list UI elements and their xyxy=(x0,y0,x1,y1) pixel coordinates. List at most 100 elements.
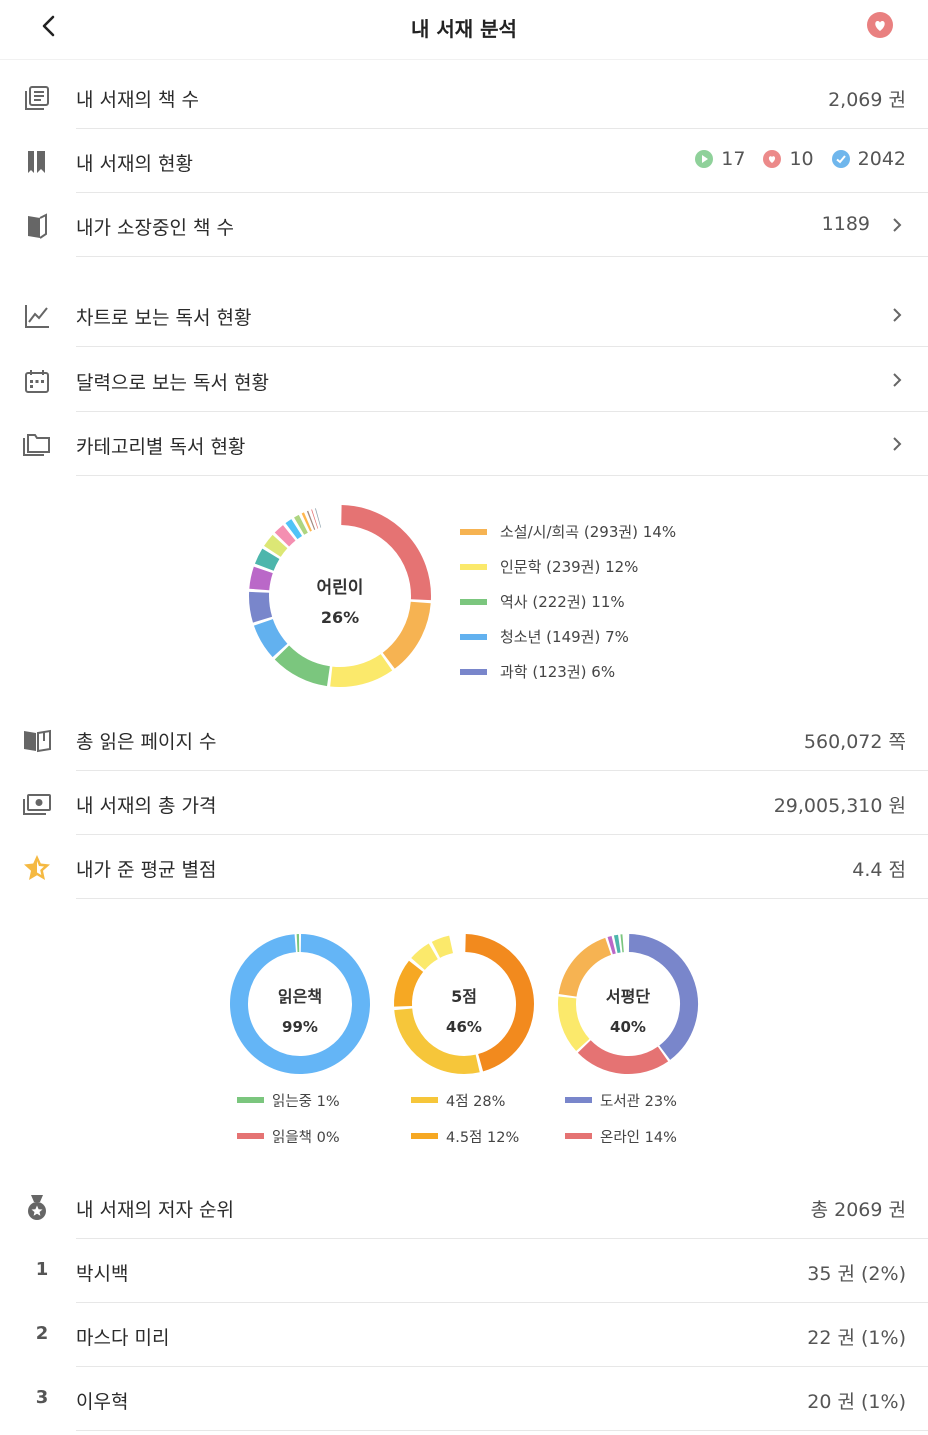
page-title: 내 서재 분석 xyxy=(411,17,517,41)
library-status-row: 내 서재의 현황 17 10 2042 xyxy=(0,129,928,193)
donut-segment xyxy=(577,1039,669,1074)
donut-segment xyxy=(230,934,370,1074)
calendar-view-row[interactable]: 달력으로 보는 독서 현황 xyxy=(0,348,928,412)
chevron-right-icon xyxy=(893,218,902,232)
average-rating-row: 내가 준 평균 별점 4.4 점 xyxy=(0,835,928,899)
donut-segment xyxy=(285,519,303,540)
done-count: 2042 xyxy=(857,148,906,170)
donut-segment xyxy=(294,514,308,535)
legend-item: 읽을책 0% xyxy=(237,1118,340,1154)
owned-books-row[interactable]: 내가 소장중인 책 수 1189 xyxy=(0,193,928,257)
donut-segment xyxy=(607,935,616,955)
author-name: 마스다 미리 xyxy=(76,1327,170,1349)
source-donut-center: 서평단 40% xyxy=(578,983,678,1036)
category-view-label: 카테고리별 독서 현황 xyxy=(76,436,246,458)
divider xyxy=(76,1430,928,1431)
legend-item: 읽는중 1% xyxy=(237,1082,340,1118)
reading-legend: 읽는중 1% 읽을책 0% xyxy=(237,1082,340,1154)
legend-label: 4점 28% xyxy=(446,1093,506,1110)
legend-swatch xyxy=(460,563,487,570)
category-legend: 소설/시/희곡 (293권) 14% 인문학 (239권) 12% 역사 (22… xyxy=(460,514,676,689)
book-count-label: 내 서재의 책 수 xyxy=(76,89,199,111)
legend-label: 소설/시/희곡 (293권) 14% xyxy=(500,523,677,541)
divider xyxy=(76,192,928,193)
owned-books-label: 내가 소장중인 책 수 xyxy=(76,217,234,239)
total-price-label: 내 서재의 총 가격 xyxy=(76,795,217,817)
library-status-label: 내 서재의 현황 xyxy=(76,153,193,175)
legend-swatch xyxy=(565,1097,592,1103)
author-count: 22 권 (1%) xyxy=(807,1327,906,1349)
star-icon xyxy=(22,853,52,883)
category-center-pct: 26% xyxy=(320,608,360,627)
legend-label: 온라인 14% xyxy=(600,1129,677,1146)
book-count-row: 내 서재의 책 수 2,069 권 xyxy=(0,65,928,129)
category-center-label: 어린이 xyxy=(316,578,364,598)
donut-segment xyxy=(394,960,424,1007)
donut-segment xyxy=(558,996,590,1052)
legend-swatch xyxy=(237,1097,264,1103)
legend-swatch xyxy=(565,1133,592,1139)
category-donut-chart xyxy=(249,505,431,687)
divider xyxy=(76,834,928,835)
wish-count: 10 xyxy=(789,148,814,170)
donut-segment xyxy=(249,591,273,623)
legend-label: 청소년 (149권) 7% xyxy=(500,628,629,646)
donut-segment xyxy=(340,505,431,601)
legend-item: 과학 (123권) 6% xyxy=(460,654,676,689)
legend-item: 4.5점 12% xyxy=(411,1118,519,1154)
rating-donut-center: 5점 46% xyxy=(414,983,514,1036)
author-name: 박시백 xyxy=(76,1263,129,1285)
back-arrow-icon[interactable] xyxy=(34,10,66,42)
author-row[interactable]: 2 마스다 미리 22 권 (1%) xyxy=(0,1303,928,1367)
author-row[interactable]: 3 이우혁 20 권 (1%) xyxy=(0,1367,928,1431)
medal-icon xyxy=(22,1193,52,1223)
library-icon xyxy=(22,83,52,113)
check-icon xyxy=(831,150,850,168)
author-rank: 1 xyxy=(35,1259,49,1280)
legend-swatch xyxy=(460,598,487,605)
author-ranking-row: 내 서재의 저자 순위 총 2069 권 xyxy=(0,1175,928,1239)
legend-item: 역사 (222권) 11% xyxy=(460,584,676,619)
app-header: 내 서재 분석 xyxy=(0,0,928,60)
donut-segment xyxy=(452,934,463,953)
donut-segment xyxy=(382,601,431,669)
donut-center-pct: 40% xyxy=(610,1018,646,1036)
donut-segment xyxy=(613,934,621,954)
divider xyxy=(76,475,928,476)
donut-segment xyxy=(249,566,273,591)
book-icon xyxy=(22,211,52,241)
folders-icon xyxy=(22,430,52,460)
author-count: 35 권 (2%) xyxy=(807,1263,906,1285)
donut-center-label: 서평단 xyxy=(605,987,651,1006)
chart-view-label: 차트로 보는 독서 현황 xyxy=(76,307,252,329)
divider xyxy=(76,1302,928,1303)
book-count-value: 2,069 권 xyxy=(828,89,906,111)
legend-item: 청소년 (149권) 7% xyxy=(460,619,676,654)
divider xyxy=(76,1366,928,1367)
divider xyxy=(76,1238,928,1239)
money-icon xyxy=(22,789,52,819)
average-rating-value: 4.4 점 xyxy=(852,859,906,881)
legend-swatch xyxy=(460,668,487,675)
legend-item: 소설/시/희곡 (293권) 14% xyxy=(460,514,676,549)
legend-label: 읽는중 1% xyxy=(272,1093,340,1110)
donut-segment xyxy=(254,548,280,571)
pages-read-row: 총 읽은 페이지 수 560,072 쪽 xyxy=(0,707,928,771)
chart-view-row[interactable]: 차트로 보는 독서 현황 xyxy=(0,283,928,347)
divider xyxy=(76,898,928,899)
line-chart-icon xyxy=(22,301,52,331)
chevron-right-icon xyxy=(893,373,902,387)
legend-swatch xyxy=(411,1133,438,1139)
legend-item: 온라인 14% xyxy=(565,1118,677,1154)
reading-count: 17 xyxy=(721,148,746,170)
category-view-row[interactable]: 카테고리별 독서 현황 xyxy=(0,412,928,476)
donut-segment xyxy=(431,935,454,958)
author-row[interactable]: 1 박시백 35 권 (2%) xyxy=(0,1239,928,1303)
average-rating-label: 내가 준 평균 별점 xyxy=(76,859,217,881)
donut-segment xyxy=(274,645,331,687)
donut-center-pct: 99% xyxy=(282,1018,318,1036)
status-counts: 17 10 2042 xyxy=(695,148,906,170)
heart-icon[interactable] xyxy=(866,11,894,39)
donut-segment xyxy=(411,943,439,971)
legend-swatch xyxy=(411,1097,438,1103)
